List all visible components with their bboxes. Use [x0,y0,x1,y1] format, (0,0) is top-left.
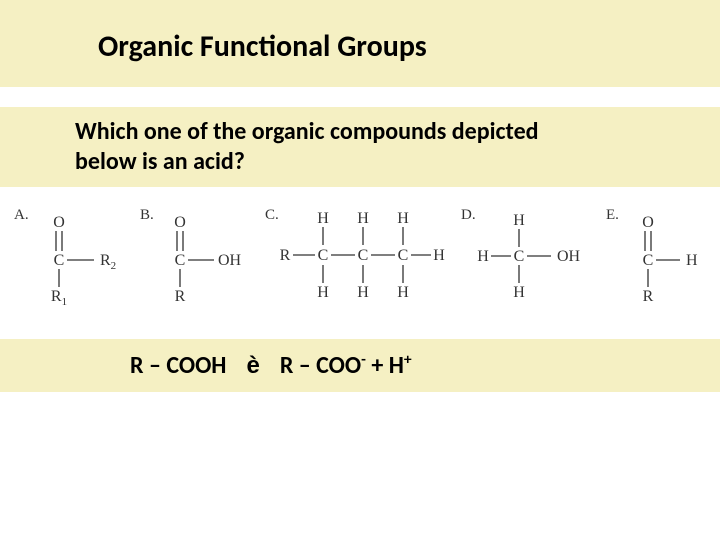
label-e: E. [606,207,619,223]
atom-c: C [174,252,185,269]
option-b: B. O C OH R [140,205,250,305]
reactant: R – COOH [130,351,226,380]
structure-a: A. O C R2 R1 [14,205,124,305]
svg-text:H: H [686,252,698,269]
label-b: B. [140,207,154,223]
atom-r: R [174,288,185,305]
answer-equation: R – COOH è R – COO- + H+ [130,351,720,380]
diagram-row: A. O C R2 R1 B. O C OH R C. H [0,187,720,315]
answer-band: R – COOH è R – COO- + H+ [0,339,720,392]
svg-text:C: C [318,247,329,264]
atom-o: O [53,214,65,231]
page-title: Organic Functional Groups [98,28,720,65]
svg-text:H: H [513,212,525,229]
structure-e: E. O C H R [606,205,706,305]
question-line-1: Which one of the organic compounds depic… [75,117,539,146]
question-text: Which one of the organic compounds depic… [75,117,720,177]
svg-text:C: C [358,247,369,264]
label-c: C. [265,207,279,223]
svg-text:H: H [317,210,329,227]
option-a: A. O C R2 R1 [14,205,124,305]
svg-text:C: C [513,248,524,265]
question-band: Which one of the organic compounds depic… [0,107,720,187]
label-d: D. [461,207,476,223]
svg-text:H: H [433,247,445,264]
label-a: A. [14,207,29,223]
svg-text:R: R [280,247,291,264]
structure-d: D. H H C OH H [461,205,591,305]
svg-text:O: O [642,214,654,231]
atom-r2: R2 [100,252,116,272]
svg-text:C: C [643,252,654,269]
svg-text:H: H [357,284,369,301]
svg-text:H: H [513,284,525,301]
svg-text:H: H [397,284,409,301]
atom-r1: R1 [51,288,67,305]
atom-oh: OH [218,252,242,269]
svg-text:H: H [397,210,409,227]
atom-c: C [54,252,65,269]
svg-text:H: H [477,248,489,265]
option-c: C. H H H R C C C H H H H [265,205,445,315]
title-band: Organic Functional Groups [0,0,720,87]
product: R – COO- + H+ [280,351,412,380]
arrow-icon: è [246,352,259,380]
atom-o: O [174,214,186,231]
svg-text:OH: OH [557,248,581,265]
svg-text:C: C [398,247,409,264]
option-d: D. H H C OH H [461,205,591,305]
svg-text:R: R [643,288,654,305]
question-line-2: below is an acid? [75,147,245,176]
svg-text:H: H [357,210,369,227]
svg-text:H: H [317,284,329,301]
option-e: E. O C H R [606,205,706,305]
structure-b: B. O C OH R [140,205,250,305]
structure-c: C. H H H R C C C H H H H [265,205,445,315]
